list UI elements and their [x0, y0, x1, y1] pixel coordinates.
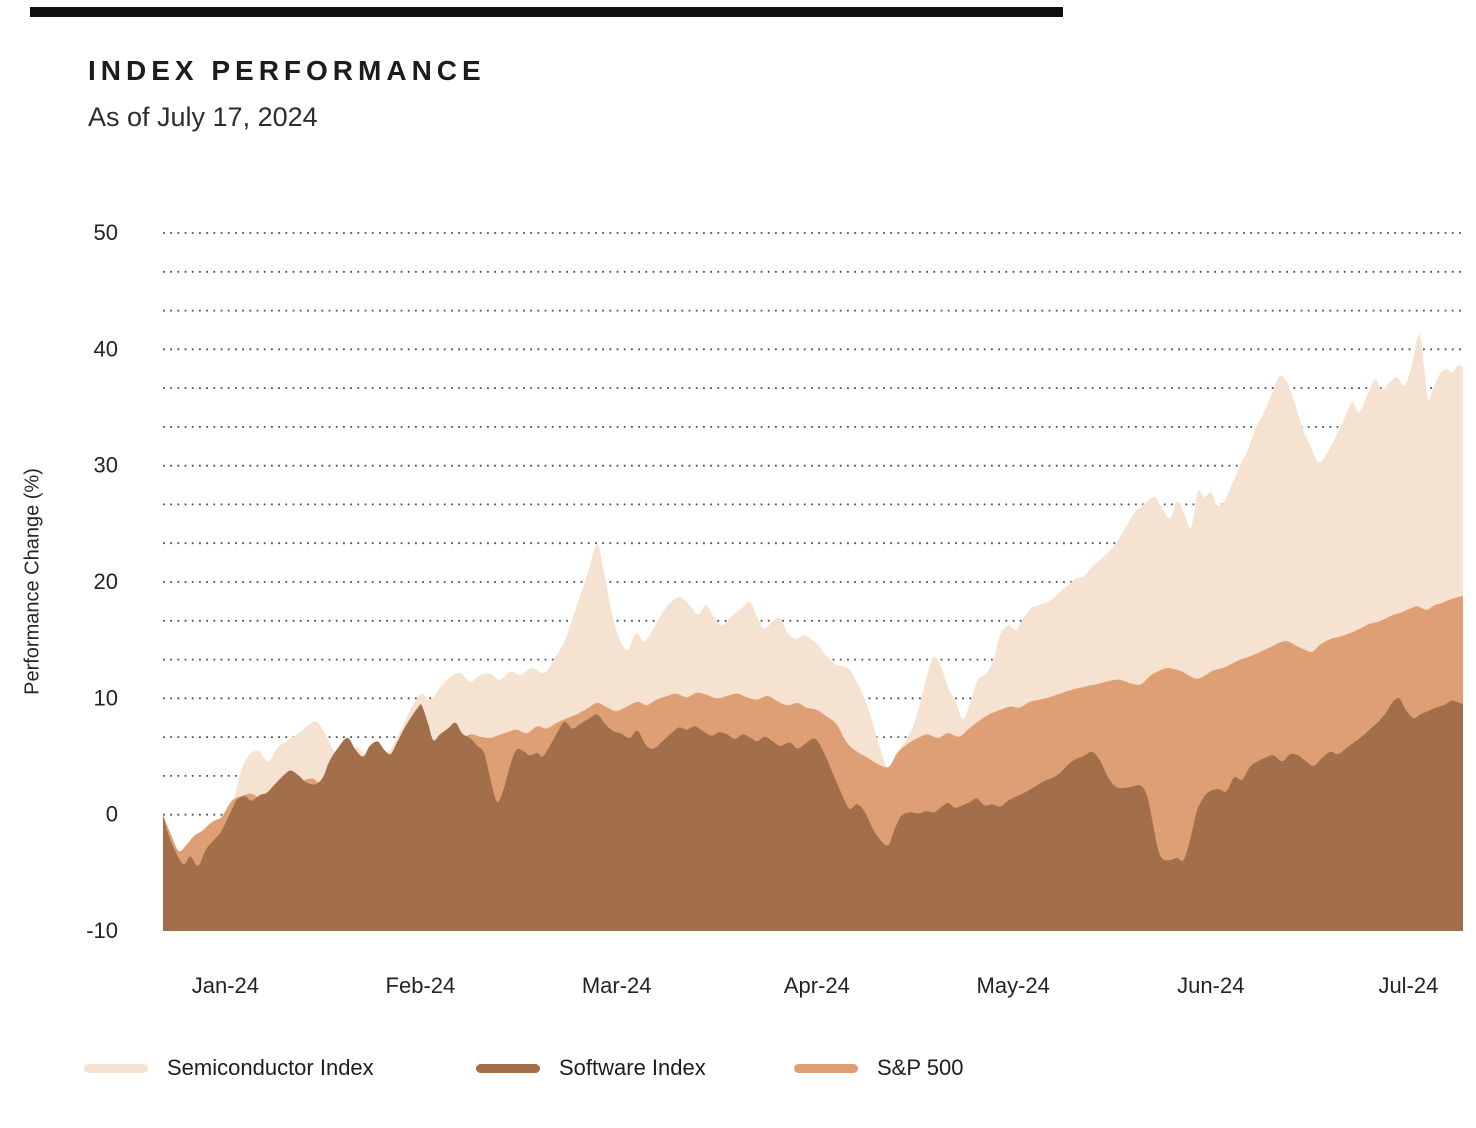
semiconductor-index-swatch-icon [84, 1063, 148, 1073]
page-title: INDEX PERFORMANCE [88, 55, 486, 86]
x-tick-label: Jan-24 [192, 973, 259, 998]
x-tick-label: Feb-24 [386, 973, 456, 998]
legend-label: Software Index [559, 1055, 706, 1080]
y-tick-label: 20 [94, 569, 118, 594]
legend-label: Semiconductor Index [167, 1055, 374, 1080]
top-bar [30, 7, 1063, 17]
y-tick-label: 40 [94, 336, 118, 361]
legend-item-software-index: Software Index [476, 1053, 706, 1083]
x-tick-label: Jul-24 [1378, 973, 1438, 998]
y-tick-label: 0 [106, 802, 118, 827]
x-tick-label: Apr-24 [784, 973, 850, 998]
x-tick-label: Jun-24 [1177, 973, 1244, 998]
y-tick-label: 30 [94, 453, 118, 478]
software-index-swatch-icon [476, 1063, 540, 1073]
legend-item-sp500: S&P 500 [794, 1053, 963, 1083]
y-tick-label: 10 [94, 685, 118, 710]
area-series-software-index [163, 697, 1463, 931]
sp500-swatch-icon [794, 1063, 858, 1073]
legend-label: S&P 500 [877, 1055, 964, 1080]
y-tick-label: 50 [94, 220, 118, 245]
x-tick-label: May-24 [977, 973, 1050, 998]
x-tick-label: Mar-24 [582, 973, 652, 998]
legend-item-semiconductor-index: Semiconductor Index [84, 1053, 374, 1083]
as-of-date: As of July 17, 2024 [88, 102, 318, 132]
y-tick-label: -10 [86, 918, 118, 943]
